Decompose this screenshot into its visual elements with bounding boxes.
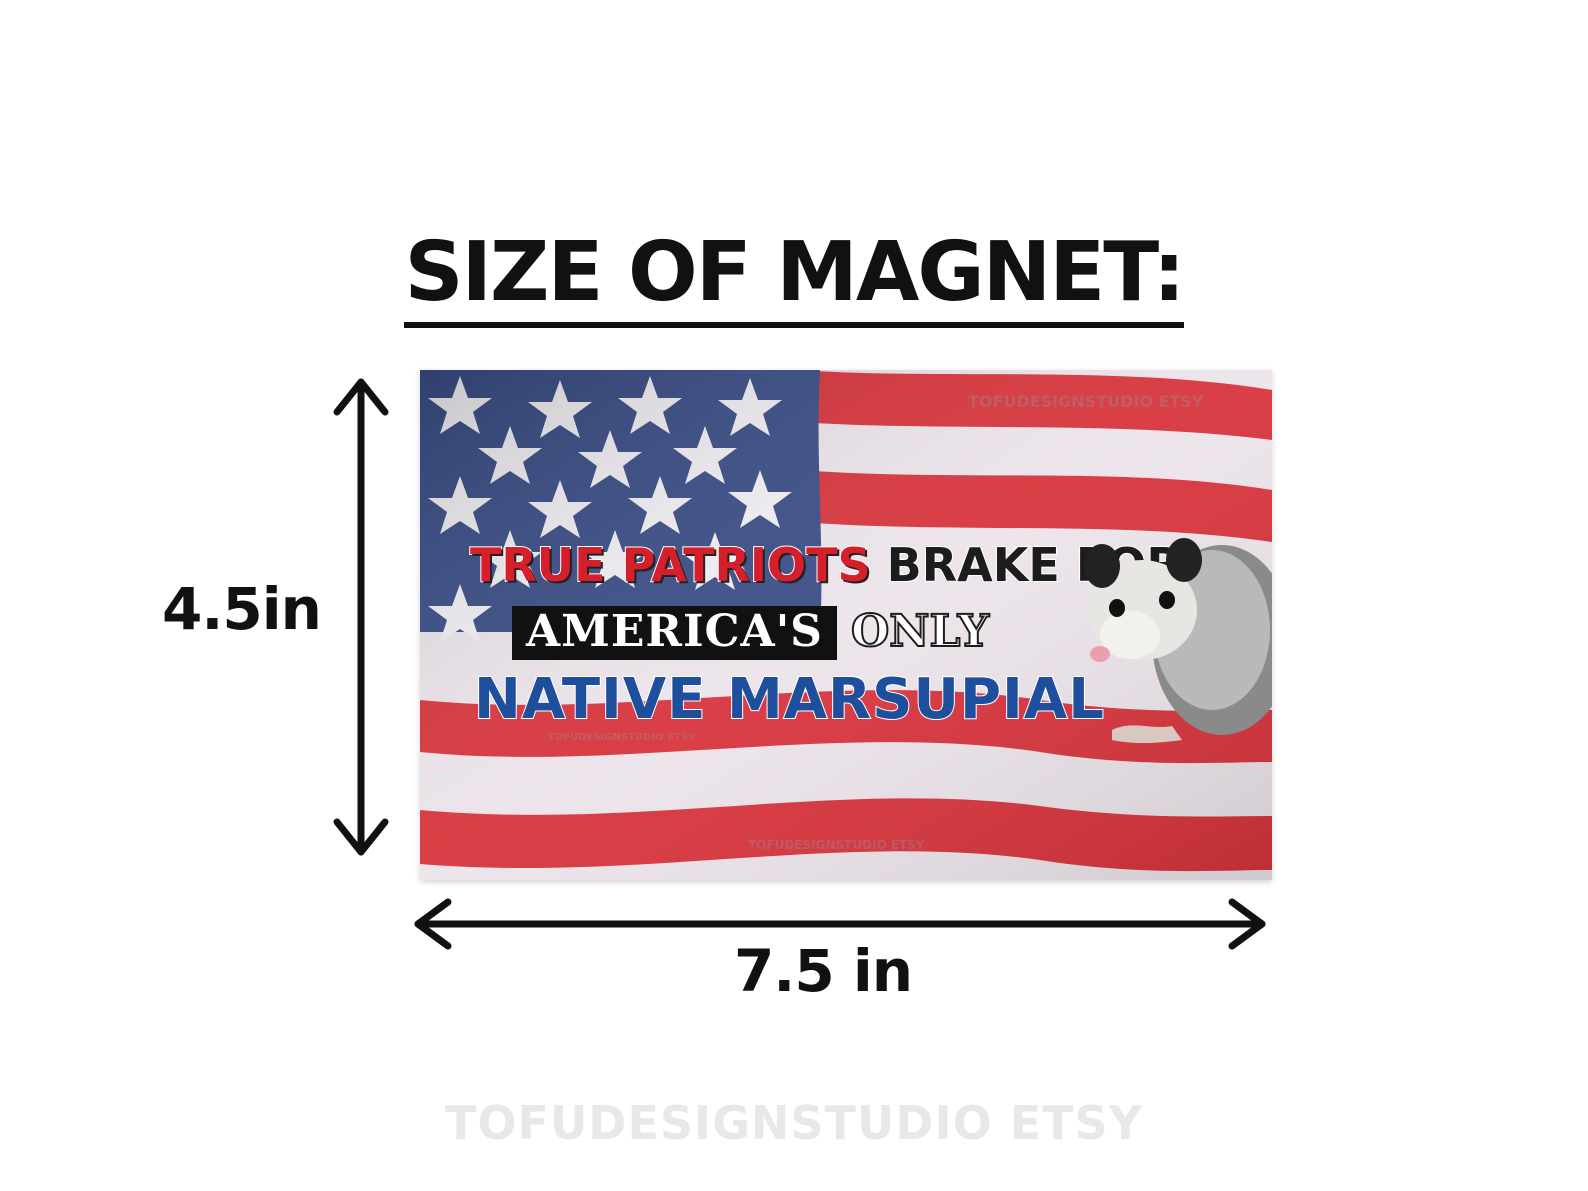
- watermark: TOFUDESIGNSTUDIO ETSY: [445, 1096, 1143, 1150]
- heading-text: SIZE OF MAGNET:: [404, 232, 1186, 328]
- slogan-outline-text: ONLY: [850, 606, 990, 657]
- slogan-badge-text: AMERICA'S: [512, 606, 837, 660]
- slogan-line-1: TRUE PATRIOTS BRAKE FOR: [469, 541, 1183, 589]
- slogan-line-2: AMERICA'S ONLY: [512, 606, 990, 660]
- page-title: SIZE OF MAGNET:: [0, 232, 1588, 328]
- slogan-blue-text: NATIVE MARSUPIAL: [473, 667, 1105, 732]
- magnet-watermark: TOFUDESIGNSTUDIO ETSY: [748, 838, 925, 852]
- slogan-red-text: TRUE PATRIOTS: [469, 538, 872, 592]
- magnet-preview: TOFUDESIGNSTUDIO ETSY TOFUDESIGNSTUDIO E…: [420, 370, 1272, 880]
- height-label: 4.5in: [162, 575, 322, 643]
- opossum-image: [1084, 538, 1272, 743]
- width-label: 7.5 in: [733, 937, 913, 1005]
- magnet-watermark: TOFUDESIGNSTUDIO ETSY: [548, 732, 696, 743]
- magnet-watermark: TOFUDESIGNSTUDIO ETSY: [968, 392, 1204, 411]
